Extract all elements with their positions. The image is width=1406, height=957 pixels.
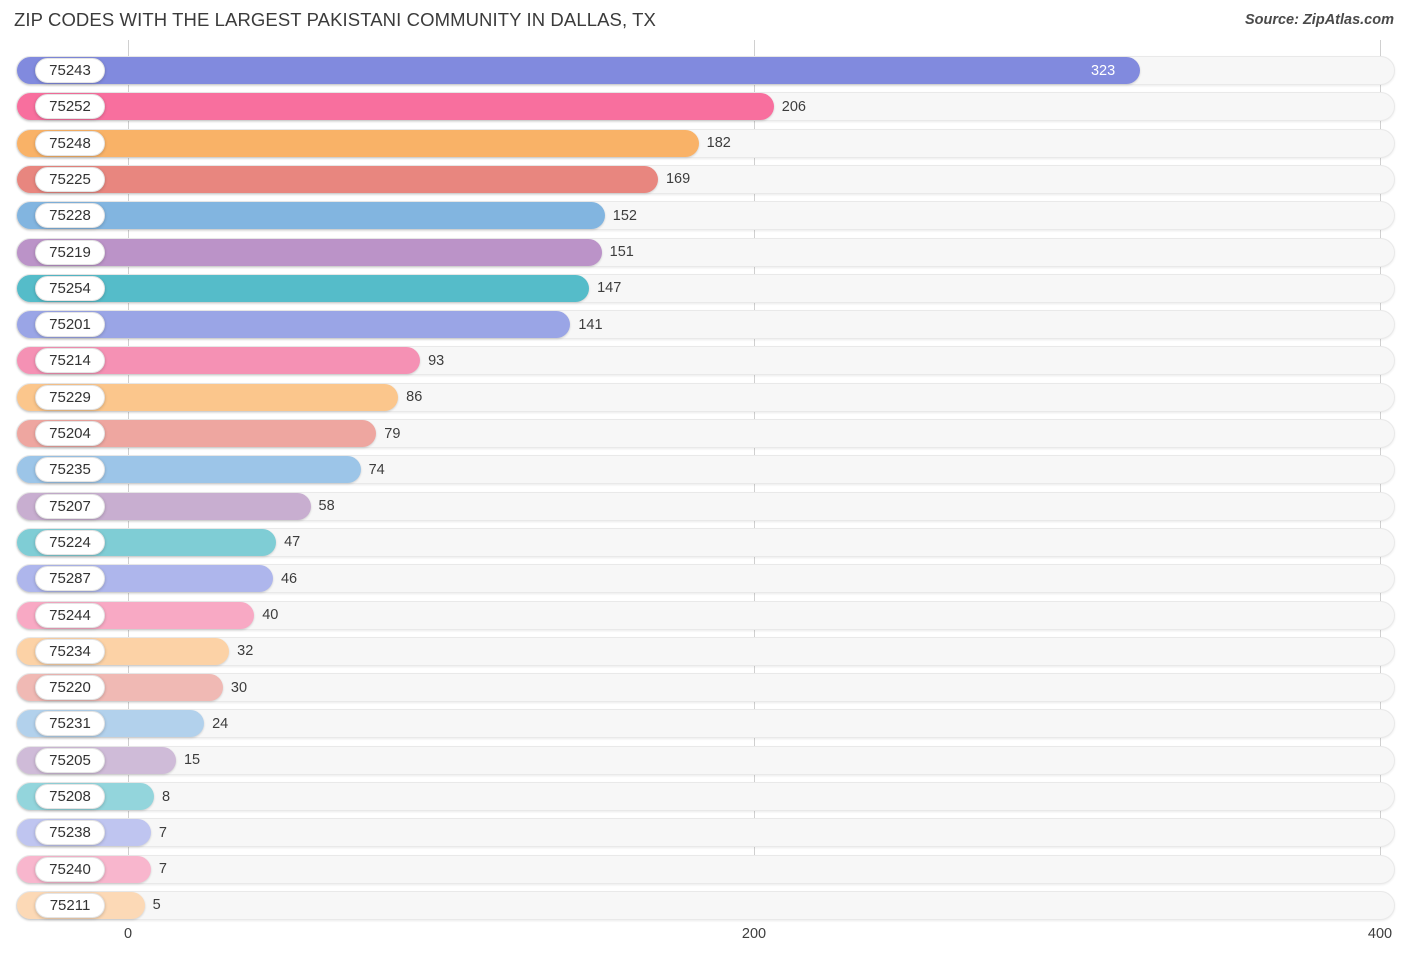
bar-row[interactable]: 75211 5 [16,890,1395,920]
bar-track [16,782,1395,811]
value-bar[interactable] [17,202,605,230]
value-label: 206 [781,98,806,115]
category-label-75287: 75287 [35,566,105,592]
value-bar[interactable] [17,57,1140,84]
category-label-75238: 75238 [35,820,105,846]
value-label: 15 [183,752,201,769]
value-label: 40 [262,607,279,623]
chart-plot-area: 75243 323 75252 206 75248 182 75225 169 75228 152… [0,40,1406,920]
value-label: 182 [706,135,731,152]
category-label-75207: 75207 [35,493,105,519]
bar-row[interactable]: 75204 79 [16,419,1395,448]
bar-track [16,745,1395,775]
value-label: 32 [237,643,254,660]
value-bar[interactable] [17,311,571,339]
bar-track [16,818,1395,848]
value-label: 152 [612,207,637,224]
value-label: 58 [318,498,335,515]
value-label: 24 [212,715,229,732]
category-label-75231: 75231 [35,711,105,737]
bar-row[interactable]: 75208 8 [16,782,1395,811]
bar-row[interactable]: 75205 15 [16,745,1395,775]
value-label: 93 [428,352,445,369]
value-label: 86 [406,389,423,406]
category-label-75248: 75248 [35,130,105,156]
category-label-75228: 75228 [35,203,105,229]
value-label: 151 [609,244,634,260]
bar-track [16,709,1395,739]
value-bar[interactable] [17,129,699,157]
value-bar[interactable] [17,165,658,193]
bar-row[interactable]: 75225 169 [16,164,1395,194]
value-label: 7 [158,824,167,841]
value-label: 30 [230,679,248,696]
value-bar[interactable] [17,93,774,121]
bar-track [16,890,1395,920]
value-label: 7 [158,861,167,878]
value-label: 5 [152,897,161,914]
bar-row[interactable]: 75287 46 [16,564,1395,594]
category-label-75220: 75220 [35,675,105,701]
value-label: 169 [665,171,691,188]
value-label: 323 [1090,62,1116,79]
category-label-75224: 75224 [35,529,105,555]
category-label-75243: 75243 [35,58,105,83]
value-label: 79 [384,425,401,442]
bar-row[interactable]: 75254 147 [16,273,1395,303]
category-label-75240: 75240 [35,856,105,882]
value-bar[interactable] [17,238,602,266]
category-label-75211: 75211 [35,892,105,918]
bar-row[interactable]: 75234 32 [16,636,1395,666]
source-attribution: Source: ZipAtlas.com [1244,12,1394,28]
bar-row[interactable]: 75248 182 [16,128,1395,158]
page-title: ZIP CODES WITH THE LARGEST PAKISTANI COM… [14,9,656,30]
category-label-75205: 75205 [35,747,105,773]
value-label: 47 [284,534,301,551]
category-label-75244: 75244 [35,602,105,628]
value-label: 74 [368,461,385,478]
bar-row[interactable]: 75207 58 [16,491,1395,521]
x-tick-label-200: 200 [741,926,767,942]
bar-row[interactable]: 75235 74 [16,455,1395,485]
category-label-75254: 75254 [35,275,105,301]
bar-row[interactable]: 75238 7 [16,818,1395,848]
bar-track [16,673,1395,703]
bar-track [16,636,1395,666]
category-label-75234: 75234 [35,638,105,664]
value-label: 147 [597,280,622,297]
value-label: 141 [578,316,603,333]
bar-row[interactable]: 75240 7 [16,854,1395,884]
category-label-75208: 75208 [35,784,105,809]
bar-row[interactable]: 75228 152 [16,201,1395,231]
bar-row[interactable]: 75231 24 [16,709,1395,739]
bar-row[interactable]: 75244 40 [16,600,1395,630]
category-label-75219: 75219 [35,239,105,265]
bar-row[interactable]: 75220 30 [16,673,1395,703]
category-label-75201: 75201 [35,312,105,338]
bar-row[interactable]: 75224 47 [16,527,1395,557]
x-tick-label-400: 400 [1367,926,1393,942]
category-label-75214: 75214 [35,348,105,374]
value-label: 8 [162,788,171,805]
bar-row[interactable]: 75252 206 [16,92,1395,122]
x-axis: 0 200 400 [0,920,1406,957]
bar-row[interactable]: 75243 323 [16,56,1395,85]
bar-row[interactable]: 75214 93 [16,346,1395,376]
category-label-75235: 75235 [35,457,105,483]
bar-track [16,854,1395,884]
bar-row[interactable]: 75219 151 [16,237,1395,267]
bar-row[interactable]: 75201 141 [16,310,1395,340]
value-bar[interactable] [17,274,590,302]
x-tick-label-0: 0 [123,926,133,942]
category-label-75204: 75204 [35,421,105,446]
category-label-75225: 75225 [35,166,105,192]
value-label: 46 [280,570,298,587]
category-label-75252: 75252 [35,94,105,120]
bar-row[interactable]: 75229 86 [16,382,1395,412]
chart-header: ZIP CODES WITH THE LARGEST PAKISTANI COM… [0,0,1406,40]
category-label-75229: 75229 [35,384,105,410]
